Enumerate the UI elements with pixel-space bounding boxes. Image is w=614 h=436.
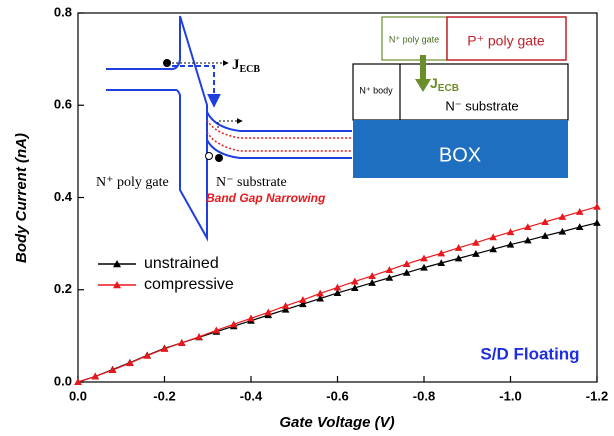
x-tick-label: -0.2 (153, 388, 175, 403)
x-tick-label: -0.8 (413, 388, 435, 403)
band-line (207, 132, 352, 151)
gate-label: N⁺ poly gate (96, 175, 169, 190)
x-tick-label: -0.4 (240, 388, 263, 403)
x-tick-label: 0.0 (69, 388, 87, 403)
y-tick-label: 0.8 (54, 4, 72, 19)
legend-label: unstrained (144, 255, 219, 272)
band-diagram: JECB N⁺ poly gate N⁻ substrate Band Gap … (96, 16, 352, 238)
electron (215, 154, 223, 162)
n-gate-label: N⁺ poly gate (389, 34, 439, 44)
current-label: JECB (232, 57, 260, 75)
x-tick-label: -1.2 (586, 388, 608, 403)
y-tick-label: 0.4 (54, 189, 73, 204)
current-sub: ECB (240, 64, 261, 75)
y-tick-label: 0.6 (54, 97, 72, 112)
marker (593, 203, 601, 210)
narrowing-label: Band Gap Narrowing (206, 191, 326, 205)
barrier (172, 16, 207, 238)
substrate-label: N⁻ substrate (445, 98, 518, 113)
hole (206, 153, 213, 160)
x-axis-label: Gate Voltage (V) (279, 414, 394, 431)
arrow (172, 66, 214, 106)
box-label: BOX (439, 144, 481, 166)
band-line (207, 140, 352, 158)
substrate-label: N⁻ substrate (216, 175, 287, 190)
marker (593, 219, 601, 226)
y-axis-label: Body Current (nA) (13, 133, 30, 263)
marker (109, 366, 117, 373)
electron (163, 59, 171, 67)
annotation: S/D Floating (480, 344, 579, 363)
marker (143, 352, 151, 359)
y-tick-label: 0.2 (54, 281, 72, 296)
x-tick-label: -0.6 (326, 388, 348, 403)
body-label: N⁺ body (359, 85, 393, 95)
current-sub: ECB (438, 83, 459, 94)
legend-label: compressive (144, 276, 234, 293)
p-gate-label: P⁺ poly gate (467, 33, 545, 49)
device-diagram: N⁺ poly gate P⁺ poly gate N⁺ body N⁻ sub… (353, 17, 568, 178)
current-main: J (430, 75, 438, 91)
y-tick-label: 0.0 (54, 373, 72, 388)
chart: Gate Voltage (V) Body Current (nA) S/D F… (0, 0, 614, 436)
marker (126, 359, 134, 366)
x-tick-label: -1.0 (499, 388, 521, 403)
